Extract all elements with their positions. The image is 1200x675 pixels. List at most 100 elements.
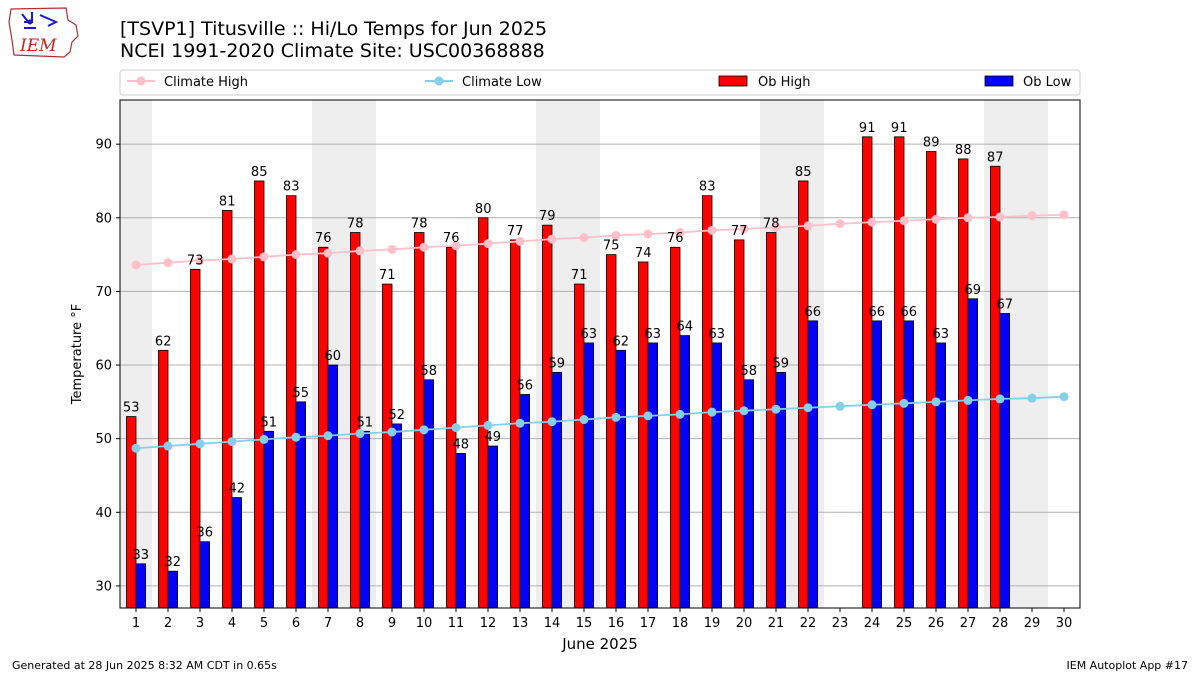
ob-low-value-label-day-17: 63 [645, 327, 662, 342]
ob-low-value-label-day-8: 51 [357, 415, 374, 430]
ob-low-value-label-day-20: 58 [741, 364, 758, 379]
ob-high-value-label-day-11: 76 [443, 231, 460, 246]
x-axis: 1 2 3 4 5 6 7 8 9 10 11 12 13 14 15 16 17 18 19 20 21 22 23 24 2… [132, 608, 1072, 631]
ob-low-bar-day-8 [359, 430, 371, 609]
ob-low-value-label-day-5: 51 [261, 415, 278, 430]
ob-low-value-label-day-27: 69 [965, 283, 982, 298]
climate-high-point-day-12 [483, 239, 493, 249]
ob-low-value-label-day-16: 62 [613, 334, 630, 349]
ob-high-value-label-day-2: 62 [155, 334, 172, 349]
x-tick-label-10: 10 [416, 616, 433, 631]
ob-high-bar-day-9 [381, 283, 393, 609]
climate-high-point-day-3 [195, 255, 205, 265]
ob-high-bar-day-3 [189, 268, 201, 609]
x-tick-label-16: 16 [608, 616, 625, 631]
climate-high-point-day-1 [131, 260, 141, 270]
ob-high-bar-day-19 [702, 195, 713, 609]
ob-high-bar-day-24 [862, 136, 873, 609]
climate-low-point-day-10 [419, 425, 429, 435]
x-tick-label-12: 12 [480, 616, 497, 631]
ob-high-value-label-day-22: 85 [795, 165, 812, 180]
climate-low-point-day-9 [387, 427, 397, 437]
y-tick-label-80: 80 [95, 211, 112, 226]
climate-low-point-day-6 [291, 432, 301, 442]
climate-high-point-day-18 [675, 228, 685, 238]
ob-high-value-label-day-9: 71 [379, 268, 396, 283]
y-tick-label-70: 70 [95, 285, 112, 300]
ob-low-bar-day-19 [711, 342, 723, 609]
ob-low-value-label-day-28: 67 [997, 298, 1014, 313]
climate-high-point-day-7 [323, 248, 333, 258]
x-tick-label-8: 8 [356, 616, 364, 631]
ob-low-value-label-day-13: 56 [517, 378, 534, 393]
climate-low-point-day-1 [131, 443, 141, 453]
ob-high-value-label-day-5: 85 [251, 165, 268, 180]
climate-high-point-day-29 [1027, 211, 1037, 221]
ob-high-value-label-day-6: 83 [283, 180, 300, 195]
legend-ob-high-label: Ob High [758, 75, 811, 90]
climate-high-line [135, 213, 1065, 266]
ob-high-bar-day-18 [670, 246, 681, 609]
x-tick-label-23: 23 [832, 616, 849, 631]
x-tick-label-7: 7 [324, 616, 332, 631]
legend-climate-high: Climate High [127, 75, 248, 90]
ob-low-value-label-day-15: 63 [581, 327, 598, 342]
climate-low-point-day-21 [771, 404, 781, 414]
y-tick-label-40: 40 [95, 506, 112, 521]
ob-high-bar-day-25 [894, 136, 905, 609]
climate-high-point-day-14 [547, 234, 557, 244]
climate-high-point-day-2 [163, 258, 173, 268]
legend-ob-low-swatch [984, 75, 1014, 87]
ob-high-bar-day-4 [221, 210, 233, 609]
ob-high-value-label-day-27: 88 [955, 143, 972, 158]
generated-timestamp: Generated at 28 Jun 2025 8:32 AM CDT in … [12, 659, 277, 672]
legend-climate-low: Climate Low [425, 75, 542, 90]
climate-low-point-day-24 [867, 400, 877, 410]
x-tick-label-21: 21 [768, 616, 785, 631]
legend-ob-high: Ob High [718, 75, 811, 90]
ob-low-value-label-day-2: 32 [165, 555, 182, 570]
climate-low-point-day-5 [259, 434, 269, 444]
climate-low-point-day-29 [1027, 393, 1037, 403]
ob-high-value-label-day-14: 79 [539, 209, 556, 224]
ob-low-value-label-day-9: 52 [389, 408, 406, 423]
ob-low-bar-day-6 [295, 401, 307, 609]
climate-high-point-day-15 [579, 233, 589, 243]
iem-logo: IEM [8, 7, 79, 58]
ob-low-value-label-day-22: 66 [805, 305, 822, 320]
climate-low-point-day-14 [547, 417, 557, 427]
climate-high-point-day-24 [867, 217, 877, 227]
climate-high-point-day-10 [419, 242, 429, 252]
x-tick-label-22: 22 [800, 616, 817, 631]
x-tick-label-6: 6 [292, 616, 300, 631]
ob-high-value-label-day-10: 78 [411, 217, 428, 232]
ob-low-bar-day-12 [487, 445, 499, 609]
ob-high-bar-day-21 [766, 232, 777, 609]
ob-high-bar-day-22 [798, 180, 809, 609]
ob-high-bar-day-12 [477, 217, 489, 609]
x-tick-label-20: 20 [736, 616, 753, 631]
ob-low-value-label-day-11: 48 [453, 437, 470, 452]
climate-high-point-day-22 [803, 221, 813, 231]
ob-low-value-label-day-24: 66 [869, 305, 886, 320]
x-tick-label-30: 30 [1056, 616, 1073, 631]
x-tick-label-27: 27 [960, 616, 977, 631]
ob-high-value-label-day-24: 91 [859, 121, 876, 136]
ob-high-value-label-day-3: 73 [187, 253, 204, 268]
x-tick-label-15: 15 [576, 616, 593, 631]
ob-low-value-label-day-25: 66 [901, 305, 918, 320]
climate-low-point-day-12 [483, 420, 493, 430]
x-tick-label-29: 29 [1024, 616, 1041, 631]
climate-high-point-day-16 [611, 230, 621, 240]
climate-low-point-day-22 [803, 403, 813, 413]
ob-low-value-label-day-4: 42 [229, 482, 246, 497]
ob-low-value-label-day-14: 59 [549, 356, 566, 371]
ob-low-bar-day-18 [679, 335, 691, 609]
legend-climate-high-marker [136, 76, 146, 86]
ob-high-bar-day-16 [606, 254, 617, 609]
weekend-shade-day-29 [1016, 100, 1048, 608]
ob-low-bar-day-7 [327, 364, 339, 609]
legend-ob-high-swatch [718, 75, 748, 87]
climate-high-point-day-5 [259, 252, 269, 262]
ob-low-value-label-day-26: 63 [933, 327, 950, 342]
